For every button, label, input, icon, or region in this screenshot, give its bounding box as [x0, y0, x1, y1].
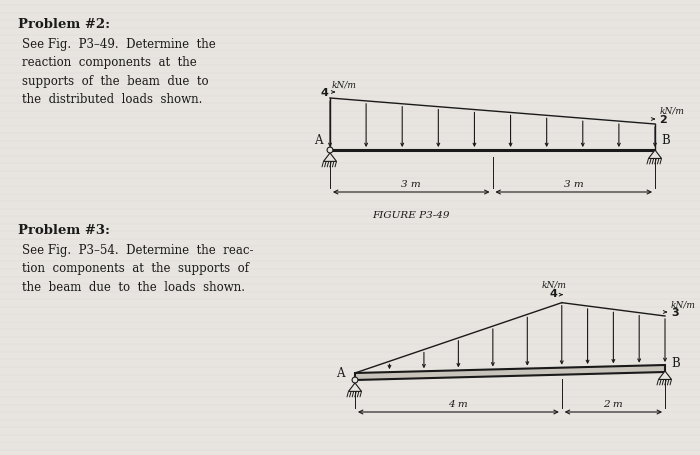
Text: kN/m: kN/m	[332, 81, 357, 89]
Text: 3 m: 3 m	[564, 180, 584, 188]
Circle shape	[352, 377, 358, 383]
Text: 4: 4	[550, 288, 558, 298]
Text: Problem #3:: Problem #3:	[18, 223, 110, 237]
Text: See Fig.  P3–49.  Determine  the
reaction  components  at  the
supports  of  the: See Fig. P3–49. Determine the reaction c…	[22, 38, 216, 106]
Text: 2: 2	[659, 115, 666, 125]
Text: kN/m: kN/m	[660, 106, 685, 115]
Text: A: A	[337, 367, 345, 379]
Text: A: A	[314, 134, 323, 147]
Text: 3: 3	[671, 307, 678, 317]
Text: 4: 4	[320, 88, 328, 98]
Polygon shape	[648, 151, 662, 159]
Polygon shape	[659, 371, 671, 379]
Polygon shape	[349, 383, 361, 391]
Polygon shape	[355, 365, 665, 380]
Text: 2 m: 2 m	[603, 399, 623, 408]
Text: FIGURE P3-49: FIGURE P3-49	[372, 211, 450, 219]
Text: Problem #2:: Problem #2:	[18, 18, 110, 31]
Polygon shape	[323, 154, 337, 162]
Text: See Fig.  P3–54.  Determine  the  reac-
tion  components  at  the  supports  of
: See Fig. P3–54. Determine the reac- tion…	[22, 243, 253, 293]
Text: kN/m: kN/m	[671, 300, 696, 309]
Text: B: B	[661, 134, 670, 147]
Text: 4 m: 4 m	[449, 399, 468, 408]
Text: kN/m: kN/m	[541, 280, 566, 289]
Text: B: B	[671, 357, 680, 369]
Text: 3 m: 3 m	[401, 180, 421, 188]
Circle shape	[327, 148, 333, 154]
